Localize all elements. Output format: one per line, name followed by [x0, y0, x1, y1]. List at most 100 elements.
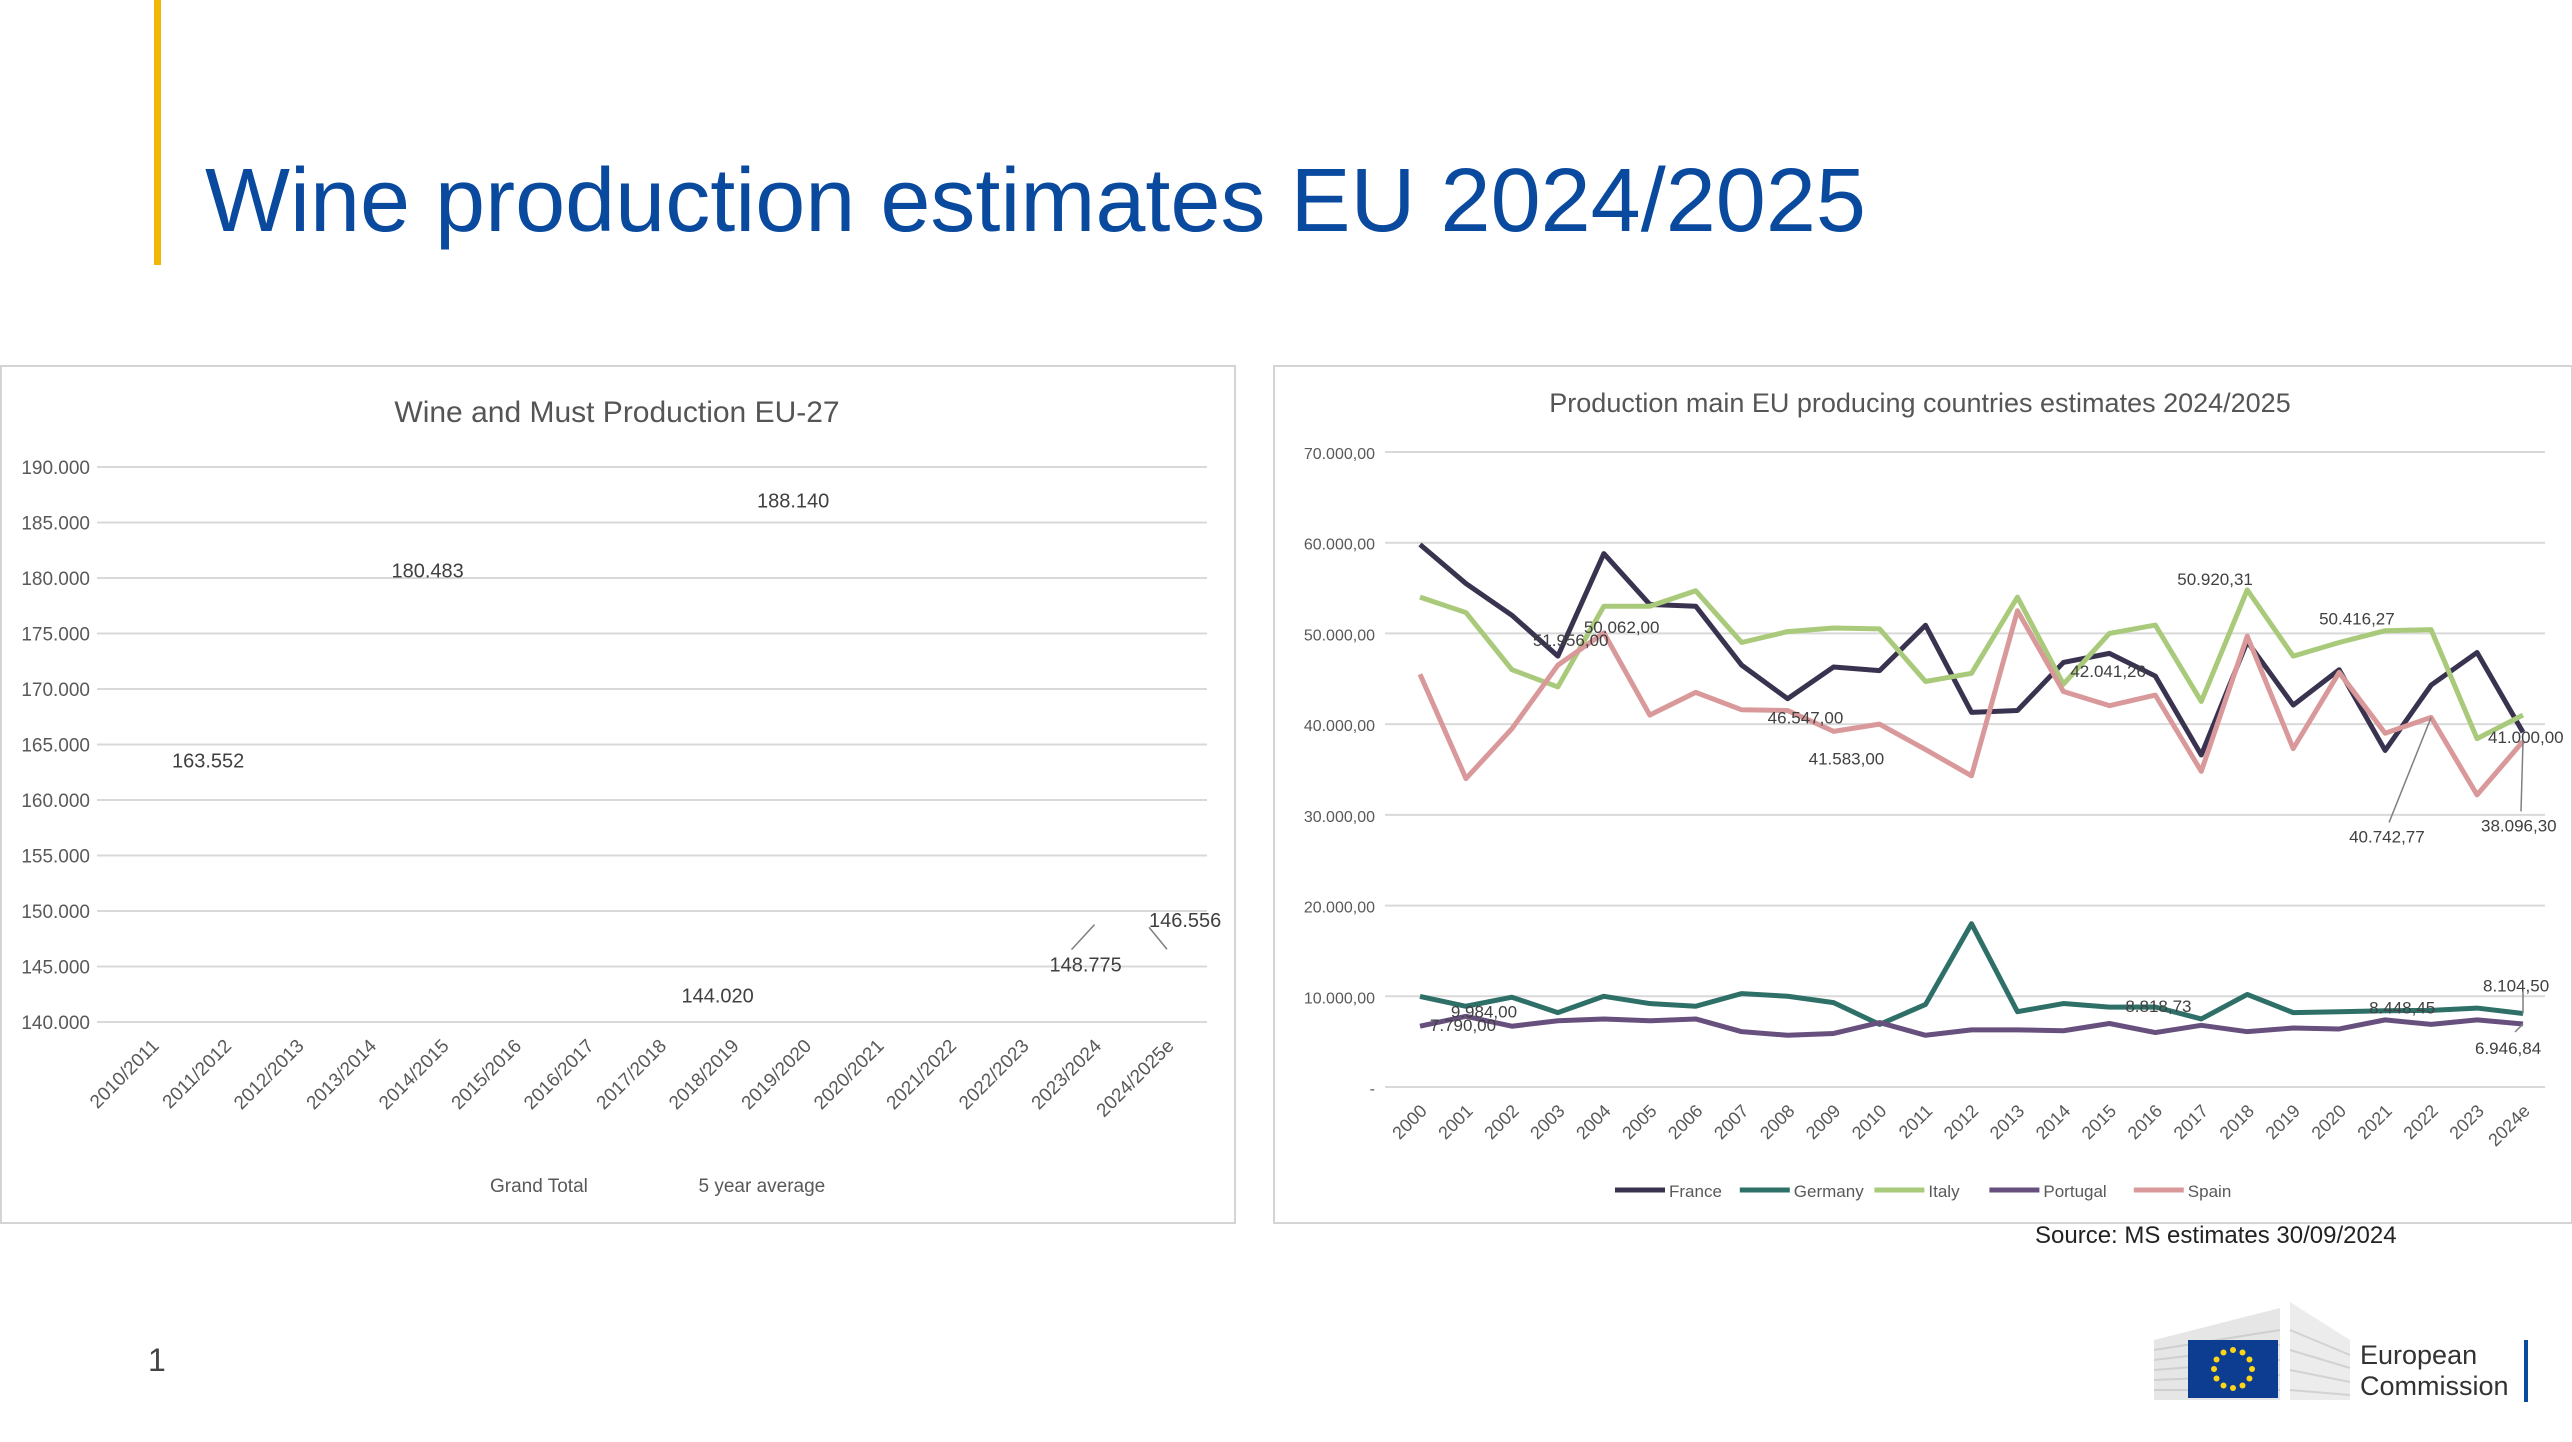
legend-label-5-year-average: 5 year average — [699, 1176, 826, 1197]
legend-label-spain: Spain — [2188, 1182, 2231, 1201]
data-label: 41.000,00 — [2488, 728, 2564, 747]
x-tick-label: 2015/2016 — [448, 1036, 526, 1114]
data-label: 188.140 — [757, 491, 829, 513]
y-tick-label: 60.000,00 — [1304, 537, 1375, 554]
y-tick-label: 190.000 — [21, 458, 90, 479]
x-tick-label: 2024e — [2484, 1101, 2534, 1151]
x-tick-label: 2002 — [1480, 1101, 1522, 1143]
eu-star — [2239, 1382, 2246, 1389]
data-label: 8.104,50 — [2483, 976, 2549, 995]
x-tick-label: 2015 — [2078, 1101, 2120, 1143]
x-tick-label: 2020 — [2308, 1101, 2350, 1143]
x-tick-label: 2020/2021 — [810, 1036, 888, 1114]
eu-star — [2213, 1375, 2220, 1382]
x-tick-label: 2011/2012 — [159, 1036, 236, 1113]
x-tick-label: 2017 — [2170, 1101, 2212, 1143]
x-tick-label: 2012 — [1940, 1101, 1982, 1143]
x-tick-label: 2019/2020 — [738, 1036, 816, 1114]
data-label: 42.041,26 — [2070, 662, 2146, 681]
data-label: 8.448,45 — [2369, 998, 2435, 1017]
eu-star — [2230, 1347, 2236, 1353]
series-spain-line — [1417, 608, 2525, 798]
x-tick-label: 2009 — [1802, 1101, 1844, 1143]
series-france-line — [1418, 542, 2526, 758]
logo-line-2: Commission — [2360, 1371, 2509, 1401]
x-tick-label: 2001 — [1434, 1101, 1476, 1143]
x-tick-label: 2006 — [1664, 1101, 1706, 1143]
title-accent-bar — [154, 0, 161, 265]
eu-star — [2220, 1382, 2227, 1389]
data-label: 9.984,00 — [1451, 1003, 1517, 1022]
data-label: 51.956,00 — [1533, 631, 1609, 650]
series-italy-line — [1419, 587, 2525, 742]
x-tick-label: 2003 — [1526, 1101, 1568, 1143]
eu-star — [2220, 1349, 2227, 1356]
data-label: 41.583,00 — [1809, 749, 1885, 768]
y-tick-label: - — [1370, 1081, 1375, 1098]
y-tick-label: 30.000,00 — [1304, 809, 1375, 826]
y-tick-label: 140.000 — [21, 1013, 90, 1034]
y-tick-label: 70.000,00 — [1304, 446, 1375, 463]
eu27-production-chart: Wine and Must Production EU-27 140.000 145… — [21, 396, 1221, 1197]
legend-label-portugal: Portugal — [2043, 1182, 2106, 1201]
y-tick-label: 185.000 — [21, 514, 90, 535]
data-label: 6.946,84 — [2475, 1039, 2541, 1058]
x-tick-label: 2022/2023 — [955, 1036, 1033, 1114]
x-tick-label: 2005 — [1618, 1101, 1660, 1143]
x-tick-label: 2010/2011 — [86, 1036, 163, 1113]
data-label-leader — [2388, 717, 2432, 823]
data-label-leader — [2514, 1023, 2524, 1033]
y-tick-label: 10.000,00 — [1304, 990, 1375, 1007]
legend-label-germany: Germany — [1794, 1182, 1864, 1201]
eu-star — [2211, 1366, 2217, 1372]
y-tick-label: 160.000 — [21, 791, 90, 812]
x-tick-label: 2018/2019 — [665, 1036, 743, 1114]
european-commission-wordmark: European Commission — [2360, 1340, 2509, 1402]
y-tick-label: 155.000 — [21, 847, 90, 868]
x-tick-label: 2023 — [2445, 1101, 2487, 1143]
x-tick-label: 2023/2024 — [1028, 1035, 1107, 1114]
data-label: 163.552 — [172, 751, 244, 773]
y-tick-label: 170.000 — [21, 680, 90, 701]
y-tick-label: 180.000 — [21, 569, 90, 590]
eu-star — [2249, 1366, 2255, 1372]
x-tick-label: 2000 — [1388, 1101, 1430, 1143]
logo-line-1: European — [2360, 1340, 2478, 1370]
eu-star — [2246, 1375, 2253, 1382]
data-label-leader — [2520, 741, 2524, 812]
data-label: 7.790,00 — [1430, 1016, 1496, 1035]
x-tick-label: 2004 — [1572, 1101, 1614, 1143]
x-tick-label: 2013 — [1986, 1101, 2028, 1143]
x-tick-label: 2012/2013 — [230, 1036, 308, 1114]
data-label: 40.742,77 — [2349, 827, 2425, 846]
x-tick-label: 2016/2017 — [520, 1036, 598, 1114]
x-tick-label: 2021 — [2353, 1101, 2395, 1143]
y-tick-label: 150.000 — [21, 902, 90, 923]
data-label: 38.096,30 — [2481, 816, 2557, 835]
x-tick-label: 2022 — [2399, 1101, 2441, 1143]
x-tick-label: 2013/2014 — [303, 1035, 382, 1114]
x-tick-label: 2018 — [2216, 1101, 2258, 1143]
page-title: Wine production estimates EU 2024/2025 — [205, 151, 1866, 251]
country-production-chart: Production main EU producing countries e… — [1304, 388, 2564, 1201]
data-label: 46.547,00 — [1768, 709, 1844, 728]
data-label: 180.483 — [392, 561, 464, 583]
y-tick-label: 175.000 — [21, 625, 90, 646]
series-5-year-average-line — [152, 645, 1167, 804]
data-label-leader — [1070, 924, 1096, 951]
x-tick-label: 2021/2022 — [883, 1036, 961, 1114]
x-tick-label: 2014/2015 — [375, 1036, 453, 1114]
data-label: 8.818,73 — [2125, 997, 2191, 1016]
x-tick-label: 2008 — [1756, 1101, 1798, 1143]
data-label: 148.775 — [1050, 955, 1122, 977]
country-production-chart-panel: Production main EU producing countries e… — [1273, 365, 2572, 1224]
x-tick-label: 2007 — [1710, 1101, 1752, 1143]
logo-rule — [2524, 1340, 2528, 1402]
data-label: 50.920,31 — [2177, 570, 2253, 589]
data-label: 50.062,00 — [1584, 618, 1660, 637]
x-tick-label: 2014 — [2032, 1101, 2074, 1143]
y-tick-label: 145.000 — [21, 958, 90, 979]
x-tick-label: 2011 — [1895, 1101, 1937, 1143]
eu27-production-chart-panel: Wine and Must Production EU-27 140.000 145… — [0, 365, 1236, 1224]
data-label-leader — [1148, 926, 1168, 950]
